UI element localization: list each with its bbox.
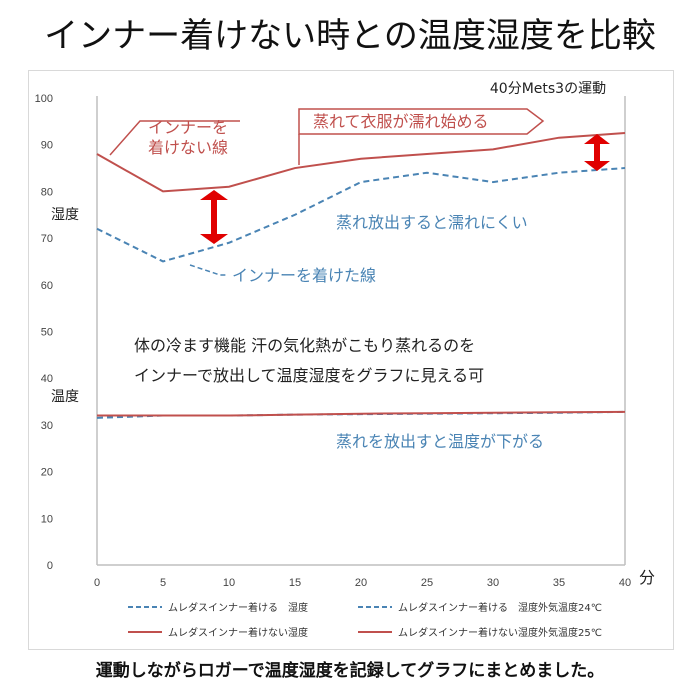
series-line-2 bbox=[96, 132, 626, 193]
x-tick-label: 40 bbox=[619, 577, 631, 589]
title-area: インナー着けない時との温度湿度を比較 bbox=[0, 0, 700, 64]
no-inner-annotation-line1: インナーを bbox=[148, 118, 228, 137]
no-inner-annotation-line2: 着けない線 bbox=[148, 138, 228, 157]
y-tick-label: 100 bbox=[35, 93, 53, 105]
top-right-note: 40分Mets3の運動 bbox=[490, 81, 606, 97]
y-tick-label: 10 bbox=[41, 513, 53, 525]
soak-arrow-shape bbox=[298, 108, 545, 135]
x-tick-label: 20 bbox=[355, 577, 367, 589]
inner-callout-line bbox=[189, 264, 226, 276]
release-annotation: 蒸れ放出すると濡れにくい bbox=[336, 213, 528, 232]
page-title: インナー着けない時との温度湿度を比較 bbox=[44, 16, 656, 56]
x-tick-label: 35 bbox=[553, 577, 565, 589]
y-tick-label: 30 bbox=[41, 420, 53, 432]
soak-arrow-label: 蒸れて衣服が濡れ始める bbox=[313, 112, 489, 131]
x-tick-label: 5 bbox=[160, 577, 166, 589]
series-line-1 bbox=[96, 167, 626, 263]
temperature-axis-label: 温度 bbox=[51, 389, 79, 405]
legend-label-2: ムレダスインナー着ける 湿度外気温度24℃ bbox=[398, 601, 602, 614]
temperature-annotation: 蒸れを放出すと温度が下がる bbox=[336, 432, 544, 451]
y-tick-label: 80 bbox=[41, 186, 53, 198]
no-inner-callout-line bbox=[109, 120, 240, 156]
x-tick-label: 15 bbox=[289, 577, 301, 589]
legend-label-3: ムレダスインナー着けない湿度 bbox=[168, 626, 308, 639]
y-tick-label: 20 bbox=[41, 467, 53, 479]
y-tick-label: 50 bbox=[41, 327, 53, 339]
x-unit-label: 分 bbox=[639, 568, 655, 587]
explanation-line-1: 体の冷ます機能 汗の気化熱がこもり蒸れるのを bbox=[134, 336, 475, 355]
y-tick-label: 90 bbox=[41, 140, 53, 152]
chart-frame bbox=[28, 70, 674, 650]
explanation-line-2: インナーで放出して温度湿度をグラフに見える可 bbox=[134, 366, 484, 385]
y-tick-label: 40 bbox=[41, 373, 53, 385]
x-tick-label: 30 bbox=[487, 577, 499, 589]
y-tick-label: 0 bbox=[47, 560, 53, 572]
legend-label-4: ムレダスインナー着けない湿度外気温度25℃ bbox=[398, 626, 602, 639]
x-tick-label: 0 bbox=[94, 577, 100, 589]
difference-arrow-left bbox=[200, 190, 228, 244]
humidity-axis-label: 湿度 bbox=[51, 207, 79, 223]
y-tick-label: 60 bbox=[41, 280, 53, 292]
series-line-4 bbox=[97, 410, 626, 417]
x-tick-label: 10 bbox=[223, 577, 235, 589]
footer-caption: 運動しながらロガーで温度湿度を記録してグラフにまとめました。 bbox=[95, 661, 605, 681]
difference-arrow-right bbox=[584, 134, 610, 171]
y-tick-label: 70 bbox=[41, 233, 53, 245]
inner-annotation: インナーを着けた線 bbox=[232, 266, 376, 285]
legend-label-1: ムレダスインナー着ける 湿度 bbox=[168, 601, 308, 614]
x-tick-label: 25 bbox=[421, 577, 433, 589]
